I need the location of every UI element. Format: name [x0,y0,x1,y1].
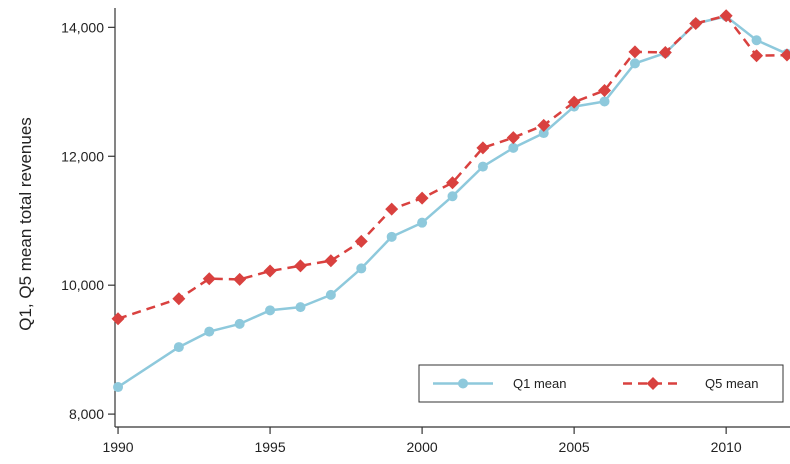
data-point-q1-mean [599,96,610,107]
x-tick-label: 1990 [102,439,133,455]
legend: Q1 mean Q5 mean [418,364,784,403]
data-point-q1-mean [386,231,397,242]
data-point-q5-mean [719,9,733,23]
data-point-q5-mean [202,272,216,286]
data-point-q5-mean [780,48,790,62]
data-point-q5-mean [537,118,551,132]
data-point-q1-mean [295,302,306,313]
data-point-q1-mean [447,191,458,202]
data-point-q5-mean [689,16,703,30]
data-point-q5-mean [293,259,307,273]
y-axis-title: Q1, Q5 mean total revenues [16,117,35,331]
y-tick-label: 12,000 [61,148,104,164]
data-point-q1-mean [508,142,519,153]
data-point-q1-mean [265,305,276,316]
data-point-q5-mean [233,272,247,286]
data-point-q5-mean [263,264,277,278]
x-tick-label: 2010 [711,439,742,455]
data-point-q1-mean [538,128,549,139]
x-tick-label: 1995 [254,439,285,455]
series-line-q1-mean [117,15,788,389]
data-point-q5-mean [446,176,459,190]
y-tick-label: 8,000 [69,406,104,422]
data-point-q5-mean [354,234,368,248]
data-point-q1-mean [477,161,488,172]
series-q5-mean [111,9,790,326]
legend-label-q1: Q1 mean [513,376,566,391]
data-point-q5-mean [111,312,125,326]
series-line-q5-mean [117,14,788,320]
data-point-q1-mean [113,382,124,393]
y-tick-label: 10,000 [61,277,104,293]
data-point-q1-mean [417,217,428,228]
data-point-q5-mean [628,45,642,59]
axes: 8,000 10,000 12,000 14,000 1990 1995 2000 2005 2… [61,8,790,455]
series-layer [111,9,790,393]
data-point-q1-mean [325,289,336,300]
data-point-q5-mean [172,292,186,306]
data-point-q1-mean [629,58,640,69]
legend-marker-q5 [646,377,660,390]
data-point-q5-mean [476,141,490,155]
x-tick-label: 2005 [559,439,590,455]
data-point-q1-mean [204,326,215,337]
data-point-q5-mean [506,131,520,145]
data-point-q5-mean [415,191,429,205]
data-point-q1-mean [234,318,245,329]
data-point-q1-mean [356,263,367,274]
data-point-q1-mean [173,342,184,353]
data-point-q5-mean [750,49,764,63]
series-q1-mean [113,11,790,393]
data-point-q5-mean [385,202,399,216]
legend-marker-q1 [458,378,468,389]
data-point-q5-mean [658,45,672,59]
legend-label-q5: Q5 mean [705,376,758,391]
data-point-q5-mean [324,254,338,268]
data-point-q1-mean [751,35,762,46]
y-tick-label: 14,000 [61,19,104,35]
data-point-q5-mean [598,84,612,98]
data-point-q5-mean [567,95,581,109]
x-tick-label: 2000 [407,439,438,455]
